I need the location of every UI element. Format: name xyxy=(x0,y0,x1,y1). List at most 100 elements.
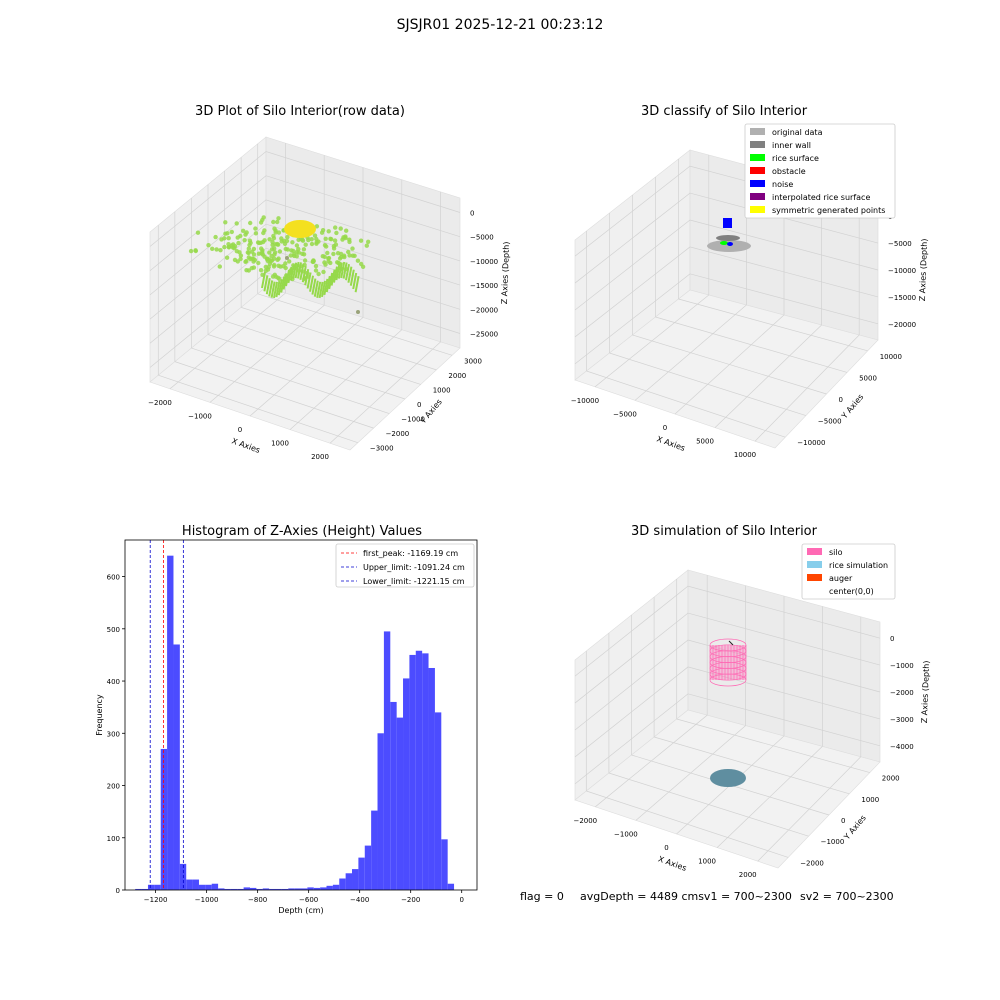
flag-status: flag = 0 xyxy=(520,890,564,903)
p1-point xyxy=(232,257,238,263)
p1-point xyxy=(263,264,268,270)
p3-histogram-bar xyxy=(262,888,270,890)
p1-point xyxy=(313,263,319,269)
p1-ygrid xyxy=(241,307,437,371)
p2-ygrid xyxy=(655,316,848,373)
p1-point xyxy=(313,268,319,273)
p1-point xyxy=(210,246,215,251)
p3-histogram-bar xyxy=(135,888,142,890)
p1-point xyxy=(333,242,339,247)
p2-rice-surface xyxy=(720,241,728,245)
p1-point xyxy=(326,255,332,261)
p1-ztick-label: −5000 xyxy=(470,234,494,242)
p4-legend-swatch-2 xyxy=(807,574,822,581)
p3-histogram-bar xyxy=(237,888,244,890)
p1-xtick-label: −1000 xyxy=(188,412,212,420)
p3-ytick-label: 500 xyxy=(107,626,120,634)
p1-point-fan xyxy=(342,262,348,279)
p3-histogram-bar xyxy=(211,883,219,890)
p3-histogram-bar xyxy=(288,888,295,890)
p1-point xyxy=(322,254,327,259)
p2-legend-label-2: rice surface xyxy=(772,154,819,163)
p3-yaxis-label: Frequency xyxy=(95,694,104,736)
p4-ztick-label: −4000 xyxy=(890,743,914,751)
p3-histogram-bar xyxy=(256,888,263,890)
p1-point xyxy=(331,251,336,257)
p2-noise-cluster xyxy=(723,218,732,228)
p1-point xyxy=(328,236,333,241)
p1-point-fan xyxy=(325,275,331,293)
p1-point xyxy=(284,238,290,244)
p1-point-fan xyxy=(354,276,360,293)
p3-histogram-bar xyxy=(167,555,174,890)
p3-histogram-bar xyxy=(415,650,423,890)
p1-point xyxy=(276,216,281,221)
p3-xtick-label: 0 xyxy=(459,896,463,904)
p3-legend-label-1: Upper_limit: -1091.24 cm xyxy=(363,563,465,572)
p1-peak-cluster xyxy=(284,220,316,238)
p4-xtick-label: −1000 xyxy=(614,830,638,838)
p2-ygrid xyxy=(678,298,868,352)
p4-xtick-label: −2000 xyxy=(573,817,597,825)
p1-point xyxy=(355,258,361,263)
p2-ztick-label: −5000 xyxy=(888,240,912,248)
p1-point xyxy=(290,240,295,245)
p2-original-data xyxy=(707,240,751,252)
plot3-title: Histogram of Z-Axies (Height) Values xyxy=(181,524,423,539)
p1-point xyxy=(326,229,331,234)
figure-title: SJSJR01 2025-12-21 00:23:12 xyxy=(396,17,604,33)
p1-point xyxy=(332,238,338,243)
p3-histogram-bar xyxy=(339,878,346,890)
p1-point xyxy=(223,220,228,225)
p3-histogram-bar xyxy=(396,717,404,890)
p3-ytick-label: 600 xyxy=(107,574,120,582)
p2-legend-swatch-3 xyxy=(750,167,765,174)
p4-ytick-label: 0 xyxy=(841,817,845,825)
p4-center-marker xyxy=(728,640,734,646)
p3-histogram-bar xyxy=(320,887,327,890)
plot2-title: 3D classify of Silo Interior xyxy=(640,104,808,119)
p1-outlier-point xyxy=(356,310,360,314)
p1-point xyxy=(246,268,251,273)
p1-point xyxy=(267,250,272,255)
p3-histogram-bar xyxy=(428,667,435,890)
p1-ztick-label: −20000 xyxy=(470,306,498,314)
p3-ytick-label: 100 xyxy=(107,835,120,843)
p1-point xyxy=(314,224,320,229)
avg-depth-status: avgDepth = 4489 cmsv1 = 700~2300 xyxy=(580,890,792,903)
p2-legend-swatch-6 xyxy=(750,206,765,213)
p1-point-fan xyxy=(287,266,293,284)
p1-point-fan xyxy=(352,272,358,290)
p3-ytick-label: 200 xyxy=(107,783,120,791)
p1-point-fan xyxy=(294,261,300,279)
p1-point-fan xyxy=(263,275,269,292)
p4-legend-label-1: rice simulation xyxy=(829,561,888,570)
p4-legend-swatch-1 xyxy=(807,561,822,568)
p3-histogram-bar xyxy=(434,712,442,890)
p1-point-fan xyxy=(309,275,314,292)
p3-histogram-bar xyxy=(383,631,391,890)
p1-point xyxy=(314,236,319,242)
p3-histogram-bar xyxy=(301,888,308,890)
p1-point xyxy=(335,251,341,256)
p3-histogram-bar xyxy=(409,654,416,890)
p1-zaxis-label: Z Axies (Depth) xyxy=(500,241,511,304)
p1-point xyxy=(256,260,261,266)
p1-point-fan xyxy=(261,271,266,289)
p1-point xyxy=(238,253,244,258)
p2-ztick-label: −15000 xyxy=(888,294,916,302)
p3-xtick-label: −200 xyxy=(401,896,420,904)
p1-point xyxy=(285,234,290,240)
p1-ztick-label: −10000 xyxy=(470,258,498,266)
p1-point xyxy=(236,240,241,246)
p1-point xyxy=(344,228,349,233)
p1-point xyxy=(296,250,301,255)
p3-histogram-bar xyxy=(198,884,206,890)
p3-ytick-label: 400 xyxy=(107,678,120,686)
plot4-title: 3D simulation of Silo Interior xyxy=(631,524,817,539)
p1-xtick-label: 1000 xyxy=(271,440,289,448)
p1-point xyxy=(298,237,304,242)
p1-point xyxy=(248,256,253,262)
p2-ygrid xyxy=(586,370,786,438)
p2-ygrid xyxy=(632,334,827,395)
